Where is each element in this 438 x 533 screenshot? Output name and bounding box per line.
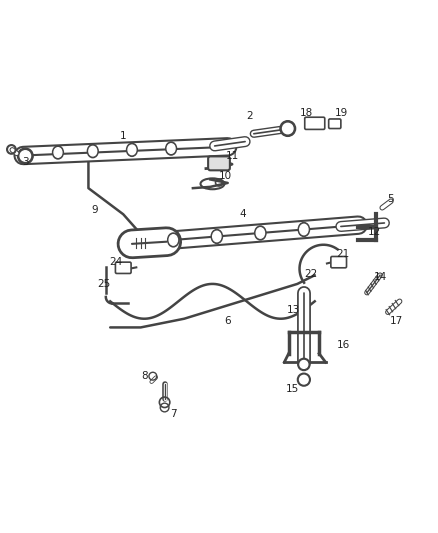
- Ellipse shape: [128, 145, 136, 155]
- Circle shape: [298, 358, 310, 370]
- Ellipse shape: [54, 148, 62, 157]
- Circle shape: [18, 148, 33, 164]
- Text: 17: 17: [390, 316, 403, 326]
- Text: 3: 3: [22, 157, 28, 167]
- Text: 6: 6: [224, 316, 231, 326]
- Ellipse shape: [127, 143, 138, 156]
- Ellipse shape: [211, 230, 223, 244]
- FancyBboxPatch shape: [331, 256, 346, 268]
- Ellipse shape: [169, 235, 177, 245]
- Ellipse shape: [89, 147, 97, 156]
- Circle shape: [283, 123, 293, 134]
- Text: 24: 24: [109, 257, 122, 267]
- Ellipse shape: [87, 144, 98, 158]
- Text: 12: 12: [368, 227, 381, 237]
- FancyBboxPatch shape: [305, 117, 325, 130]
- Ellipse shape: [298, 223, 310, 237]
- FancyBboxPatch shape: [328, 119, 341, 128]
- Text: 15: 15: [286, 384, 299, 394]
- Text: 19: 19: [335, 108, 348, 118]
- Text: 8: 8: [142, 371, 148, 381]
- Text: 13: 13: [286, 305, 300, 315]
- Text: 18: 18: [300, 108, 313, 118]
- Text: 4: 4: [240, 209, 246, 219]
- Ellipse shape: [53, 146, 64, 159]
- Circle shape: [300, 360, 308, 368]
- Text: 1: 1: [120, 131, 127, 141]
- Text: 7: 7: [170, 409, 177, 419]
- Text: 10: 10: [219, 171, 232, 181]
- Circle shape: [20, 151, 31, 161]
- Text: 9: 9: [92, 205, 98, 215]
- Ellipse shape: [166, 142, 177, 155]
- Text: 21: 21: [336, 249, 350, 260]
- Text: 14: 14: [374, 272, 387, 282]
- Text: 2: 2: [246, 111, 253, 122]
- Ellipse shape: [168, 233, 179, 247]
- Text: 11: 11: [226, 151, 239, 161]
- Ellipse shape: [254, 226, 266, 240]
- Ellipse shape: [167, 144, 175, 154]
- Circle shape: [280, 120, 296, 136]
- Text: 16: 16: [336, 340, 350, 350]
- Ellipse shape: [300, 224, 308, 235]
- Text: 25: 25: [97, 279, 110, 289]
- Ellipse shape: [213, 231, 221, 241]
- Text: 5: 5: [388, 194, 394, 204]
- Ellipse shape: [256, 228, 265, 238]
- Text: 22: 22: [304, 269, 317, 279]
- FancyBboxPatch shape: [208, 156, 230, 171]
- FancyBboxPatch shape: [116, 262, 131, 273]
